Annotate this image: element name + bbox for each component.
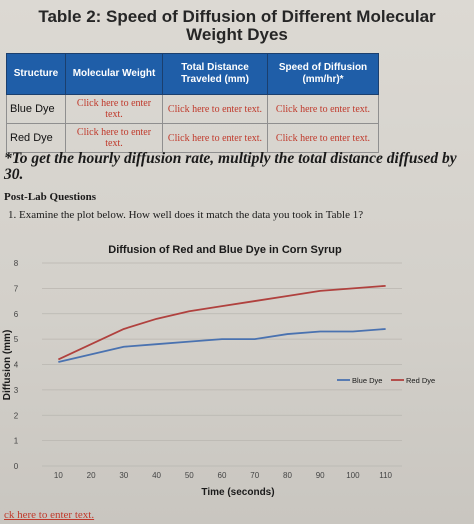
row-structure-blue-dye: Blue Dye xyxy=(6,94,66,124)
header-speed-of-diffusion: Speed of Diffusion (mm/hr)* xyxy=(267,53,379,95)
dye-diffusion-table: Structure Molecular Weight Total Distanc… xyxy=(6,53,379,153)
y-tick-label: 2 xyxy=(14,411,19,420)
x-tick-label: 60 xyxy=(218,471,227,480)
table-row: Blue Dye Click here to enter text. Click… xyxy=(6,94,379,124)
legend-label: Red Dye xyxy=(406,376,435,385)
enter-text-field[interactable]: ck here to enter text. xyxy=(4,509,95,521)
x-tick-label: 20 xyxy=(87,471,96,480)
red-dye-molecular-weight-field[interactable]: Click here to enter text. xyxy=(65,123,163,153)
x-axis-ticks: 10 20 30 40 50 60 70 80 90 100 110 xyxy=(54,471,393,480)
x-tick-label: 70 xyxy=(250,471,259,480)
chart-series xyxy=(57,284,386,363)
table-title: Table 2: Speed of Diffusion of Different… xyxy=(0,8,474,44)
y-tick-label: 4 xyxy=(14,361,19,370)
x-tick-label: 40 xyxy=(152,471,161,480)
y-axis-label: Diffusion (mm) xyxy=(2,330,13,401)
y-tick-label: 0 xyxy=(14,462,19,471)
diffusion-rate-note: *To get the hourly diffusion rate, multi… xyxy=(4,150,457,183)
row-structure-red-dye: Red Dye xyxy=(6,123,66,153)
diffusion-line-chart: Diffusion of Red and Blue Dye in Corn Sy… xyxy=(2,244,435,498)
question-1: 1. Examine the plot below. How well does… xyxy=(8,209,364,221)
table-title-line-1: Table 2: Speed of Diffusion of Different… xyxy=(38,7,436,26)
chart-legend: Blue Dye Red Dye xyxy=(337,376,435,385)
x-tick-label: 110 xyxy=(379,471,392,480)
x-tick-label: 100 xyxy=(346,471,360,480)
blue-dye-speed-field[interactable]: Click here to enter text. xyxy=(267,94,379,124)
red-dye-speed-field[interactable]: Click here to enter text. xyxy=(267,123,379,153)
y-tick-label: 1 xyxy=(14,437,19,446)
header-molecular-weight: Molecular Weight xyxy=(65,53,163,95)
y-tick-label: 8 xyxy=(14,259,19,268)
y-tick-label: 6 xyxy=(14,310,19,319)
legend-label: Blue Dye xyxy=(352,376,382,385)
x-tick-label: 80 xyxy=(283,471,292,480)
header-structure: Structure xyxy=(6,53,66,95)
y-tick-label: 3 xyxy=(14,386,19,395)
blue-dye-total-distance-field[interactable]: Click here to enter text. xyxy=(162,94,268,124)
x-tick-label: 30 xyxy=(119,471,128,480)
y-axis-ticks: 0 1 2 3 4 5 6 7 8 xyxy=(14,259,19,471)
blue-dye-molecular-weight-field[interactable]: Click here to enter text. xyxy=(65,94,163,124)
series-line-blue-dye xyxy=(58,328,386,363)
x-tick-label: 90 xyxy=(316,471,325,480)
postlab-heading: Post-Lab Questions xyxy=(4,191,96,203)
x-tick-label: 10 xyxy=(54,471,63,480)
chart-gridlines xyxy=(42,262,402,467)
red-dye-total-distance-field[interactable]: Click here to enter text. xyxy=(162,123,268,153)
chart-title: Diffusion of Red and Blue Dye in Corn Sy… xyxy=(108,244,342,256)
y-tick-label: 5 xyxy=(14,335,19,344)
y-tick-label: 7 xyxy=(14,284,19,293)
table-row: Red Dye Click here to enter text. Click … xyxy=(6,123,379,153)
x-axis-label: Time (seconds) xyxy=(201,487,274,498)
x-tick-label: 50 xyxy=(185,471,194,480)
table-title-line-2: Weight Dyes xyxy=(186,25,288,44)
series-line-red-dye xyxy=(57,284,386,361)
header-total-distance: Total Distance Traveled (mm) xyxy=(162,53,268,95)
table-header-row: Structure Molecular Weight Total Distanc… xyxy=(6,53,379,95)
